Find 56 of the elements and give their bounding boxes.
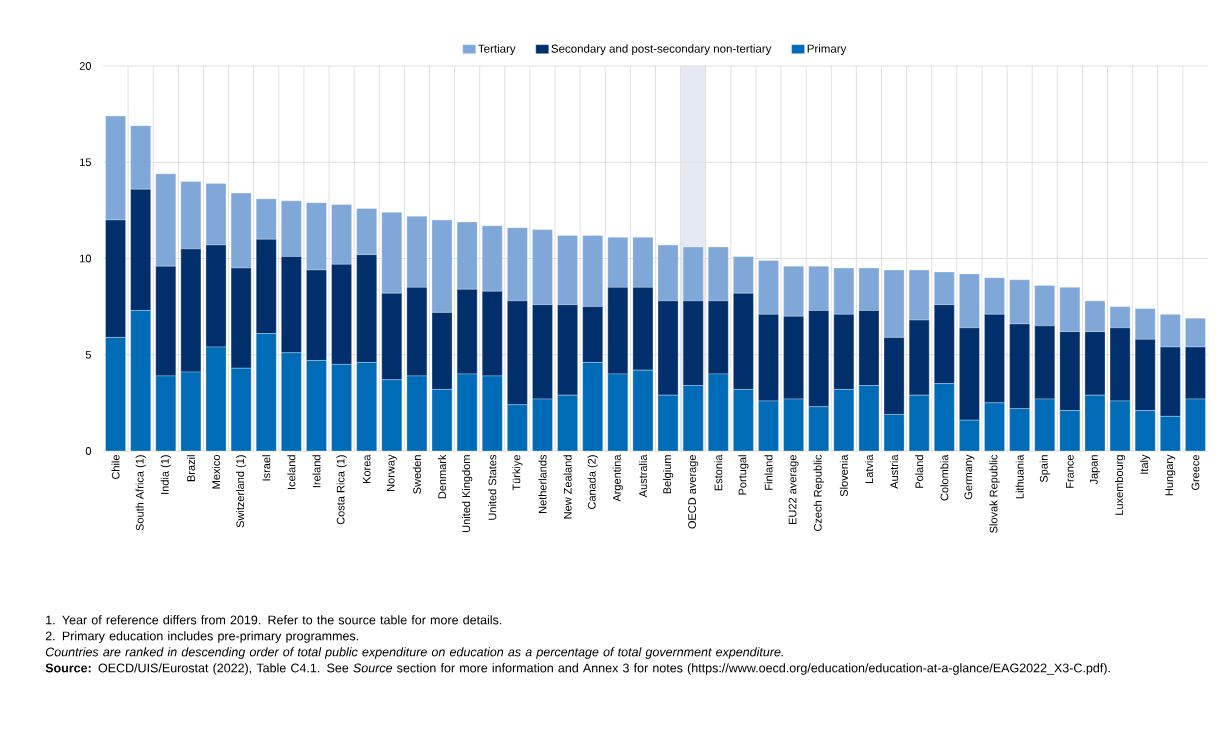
- x-tick-label: Colombia: [940, 454, 949, 501]
- x-tick-label: Poland: [915, 455, 924, 488]
- y-tick-label: 15: [80, 158, 91, 167]
- x-tick-label: Netherlands: [538, 454, 547, 513]
- legend-label: Primary: [807, 44, 847, 55]
- legend-label: Secondary and post-secondary non-tertiary: [551, 44, 772, 55]
- x-tick-label: Lithuania: [1015, 454, 1024, 499]
- x-tick-label: Iceland: [287, 455, 296, 489]
- text: Source: OECD/UIS/Eurostat (2022), Table C4.1. See Source section for more information and Annex 3 for notes (https://www.oecd.org/education/education-at-a-glance/EAG2022_X3-C.pdf).: [45, 663, 1110, 675]
- x-tick-label: Ireland: [312, 455, 321, 488]
- x-tick-label: Finland: [764, 455, 773, 490]
- x-tick-label: India (1): [160, 455, 171, 494]
- x-tick-label: Chile: [111, 455, 120, 480]
- y-tick-label: 5: [85, 350, 91, 359]
- x-tick-label: Slovak Republic: [989, 454, 1000, 533]
- x-tick-label: Canada (2): [587, 455, 598, 509]
- x-tick-label: United States: [488, 454, 497, 520]
- x-tick-label: Switzerland (1): [236, 455, 247, 528]
- x-tick-label: Israel: [262, 455, 271, 481]
- x-tick-label: Germany: [964, 454, 975, 500]
- text: 1. Year of reference differs from 2019. Refer to the source table for more details.: [46, 615, 502, 625]
- x-tick-label: Greece: [1191, 455, 1200, 491]
- x-tick-label: Japan: [1090, 455, 1100, 485]
- x-tick-label: EU22 average: [788, 455, 799, 524]
- x-tick-label: Luxembourg: [1114, 455, 1126, 515]
- x-tick-label: Slovenia: [839, 454, 848, 497]
- text: 2. Primary education includes pre-primary programmes.: [45, 631, 359, 643]
- x-tick-label: OECD average: [688, 455, 699, 529]
- x-tick-label: Australia: [638, 454, 647, 498]
- x-tick-label: Argentina: [612, 454, 623, 502]
- x-tick-label: Korea: [362, 454, 371, 483]
- x-tick-label: Norway: [386, 454, 397, 491]
- y-tick-label: 20: [79, 62, 92, 70]
- x-tick-label: Latvia: [864, 454, 873, 483]
- legend-label: Tertiary: [478, 44, 516, 55]
- x-tick-label: Brazil: [186, 455, 195, 482]
- x-tick-label: United Kingdom: [462, 455, 473, 532]
- x-tick-label: Sweden: [412, 455, 421, 494]
- x-tick-label: Türkiye: [512, 455, 523, 491]
- x-tick-label: France: [1066, 455, 1074, 488]
- x-tick-label: Hungary: [1165, 454, 1176, 496]
- x-tick-label: Austria: [890, 454, 899, 489]
- x-tick-label: Italy: [1140, 454, 1151, 474]
- x-tick-label: Mexico: [211, 455, 221, 489]
- x-tick-label: Costa Rica (1): [336, 455, 347, 525]
- y-tick-label: 0: [85, 447, 92, 455]
- x-tick-label: South Africa (1): [135, 455, 146, 531]
- text: Countries are ranked in descending order of total public expenditure on education as a percentage of total government expenditure.: [45, 647, 783, 659]
- x-tick-label: Czech Republic: [813, 454, 824, 531]
- x-tick-label: Estonia: [714, 454, 723, 491]
- x-tick-label: Belgium: [662, 455, 674, 494]
- y-tick-label: 10: [80, 254, 92, 263]
- x-tick-label: New Zealand: [563, 455, 572, 519]
- x-tick-label: Spain: [1039, 455, 1050, 483]
- x-tick-label: Denmark: [438, 454, 447, 499]
- x-tick-label: Portugal: [738, 455, 749, 495]
